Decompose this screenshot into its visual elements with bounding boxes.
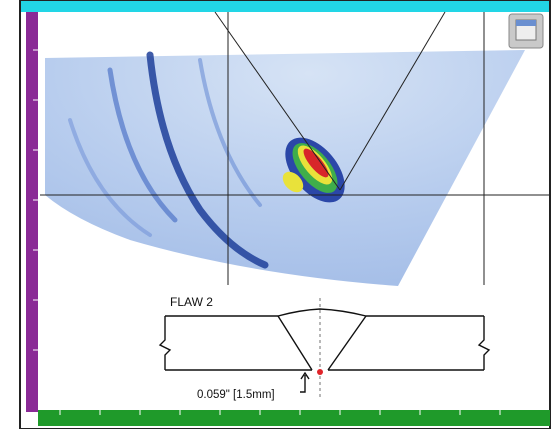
flaw-dimension: 0.059" [1.5mm] — [197, 389, 275, 401]
scan-screen: FLAW 2 0.059" [1.5mm] — [0, 0, 556, 429]
flaw-label: FLAW 2 — [170, 295, 213, 309]
flaw-marker — [317, 369, 323, 375]
index-ruler — [38, 410, 550, 426]
title-bar — [20, 0, 550, 12]
depth-ruler — [26, 12, 38, 412]
view-icon[interactable] — [509, 14, 543, 48]
